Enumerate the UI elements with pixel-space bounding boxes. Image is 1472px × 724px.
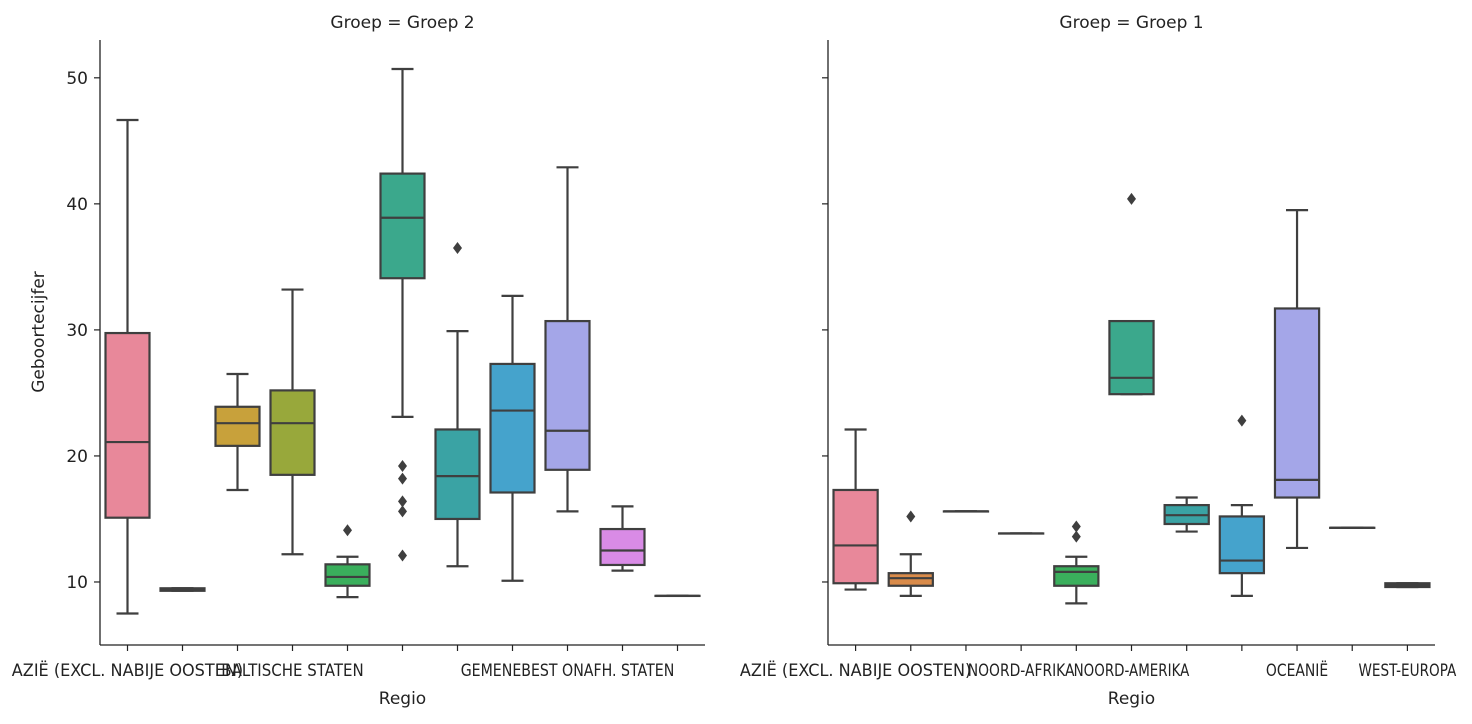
box-iqr	[601, 529, 645, 565]
box-5	[1054, 521, 1098, 604]
box-1	[834, 429, 878, 589]
outlier-point	[343, 524, 352, 536]
box-iqr	[546, 321, 590, 470]
x-tick-label: AZIË (EXCL. NABIJE OOSTEN)	[12, 661, 243, 680]
x-tick-label: GEMENEBEST ONAFH. STATEN	[461, 661, 675, 680]
outlier-point	[398, 473, 407, 485]
box-iqr	[216, 407, 260, 446]
box-iqr	[1275, 308, 1319, 497]
box-9	[546, 167, 590, 511]
outlier-point	[398, 460, 407, 472]
y-tick-label: 50	[66, 69, 88, 89]
box-8	[1220, 415, 1264, 596]
box-iqr	[1054, 566, 1098, 586]
box-4	[271, 290, 315, 555]
box-1	[106, 120, 150, 613]
box-3	[216, 374, 260, 490]
box-iqr	[326, 564, 370, 585]
x-tick-label: AZIË (EXCL. NABIJE OOSTEN)	[740, 661, 971, 680]
box-5	[326, 524, 370, 597]
box-10	[601, 506, 645, 570]
x-tick-label: WEST-EUROPA	[1358, 661, 1456, 680]
outlier-point	[398, 550, 407, 562]
y-tick-label: 40	[66, 195, 88, 215]
x-tick-label: NOORD-AMERIKA	[1074, 661, 1190, 680]
box-9	[1275, 210, 1319, 548]
box-iqr	[1220, 516, 1264, 573]
box-7	[1165, 498, 1209, 532]
x-axis-label: Regio	[1108, 689, 1155, 709]
y-tick-label: 10	[66, 573, 88, 593]
box-11	[1385, 583, 1429, 587]
outlier-point	[453, 242, 462, 254]
box-iqr	[834, 490, 878, 583]
box-7	[436, 242, 480, 566]
x-tick-label: OCEANIË	[1266, 661, 1328, 680]
y-tick-label: 30	[66, 321, 88, 341]
x-axis-label: Regio	[379, 689, 426, 709]
box-6	[381, 69, 425, 562]
box-iqr	[889, 573, 933, 586]
outlier-point	[1127, 193, 1136, 205]
box-6	[1109, 193, 1153, 394]
facet-title: Groep = Groep 2	[330, 13, 474, 33]
y-tick-label: 20	[66, 447, 88, 467]
box-iqr	[106, 333, 150, 518]
box-iqr	[271, 390, 315, 474]
box-iqr	[381, 174, 425, 279]
box-iqr	[1109, 321, 1153, 394]
outlier-point	[398, 505, 407, 517]
outlier-point	[906, 510, 915, 522]
outlier-point	[1072, 531, 1081, 543]
facet-1: Groep = Groep 2 10 20 30 40 50 AZIË (EXCL. NAB…	[12, 13, 705, 709]
box-iqr	[436, 429, 480, 518]
x-tick-label: BALTISCHE STATEN	[221, 661, 363, 680]
box-8	[491, 296, 535, 581]
box-iqr	[491, 364, 535, 493]
box-2	[161, 588, 205, 591]
outlier-point	[1237, 415, 1246, 427]
x-tick-label: NOORD-AFRIKA	[968, 661, 1075, 680]
box-2	[889, 510, 933, 595]
facet-title: Groep = Groep 1	[1059, 13, 1203, 33]
facet-2: Groep = Groep 1 AZIË (EXCL. NABIJE OOSTEN…	[740, 13, 1457, 709]
y-axis-label: Geboortecijfer	[29, 271, 49, 393]
